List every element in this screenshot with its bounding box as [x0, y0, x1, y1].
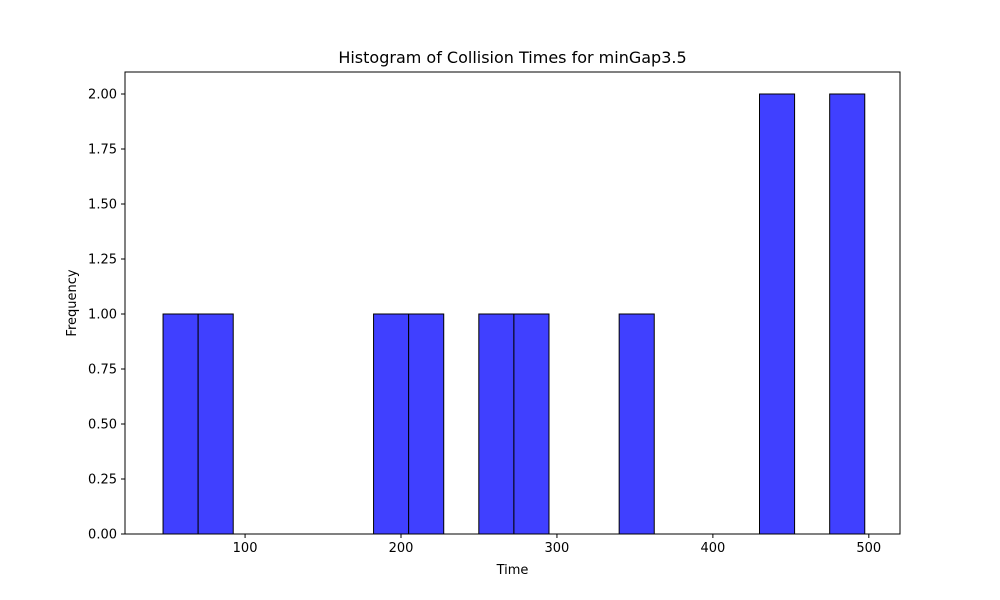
y-tick-label-4: 1.00 — [88, 308, 117, 323]
x-axis-label: Time — [496, 563, 529, 578]
y-tick-label-7: 1.75 — [88, 143, 117, 158]
chart-title: Histogram of Collision Times for minGap3… — [338, 48, 686, 67]
y-tick-label-6: 1.50 — [88, 198, 117, 213]
y-tick-label-3: 0.75 — [88, 363, 117, 378]
histogram-bar-6 — [618, 313, 655, 535]
histogram-bar-5 — [513, 313, 550, 535]
y-tick-label-0: 0.00 — [88, 528, 117, 543]
bars-group — [162, 93, 866, 535]
histogram-bar-1 — [197, 313, 234, 535]
histogram-bar-2 — [373, 313, 410, 535]
histogram-bar-4 — [478, 313, 515, 535]
histogram-bar-3 — [408, 313, 445, 535]
y-tick-label-8: 2.00 — [88, 88, 117, 103]
y-axis-label: Frequency — [65, 269, 80, 336]
histogram-bar-8 — [829, 93, 866, 535]
histogram-bar-0 — [162, 313, 199, 535]
x-tick-label-0: 100 — [233, 541, 258, 556]
x-axis: 100 200 300 400 500 — [233, 534, 881, 556]
histogram-bar-7 — [759, 93, 796, 535]
x-tick-label-1: 200 — [389, 541, 414, 556]
y-tick-label-2: 0.50 — [88, 418, 117, 433]
y-tick-label-1: 0.25 — [88, 473, 117, 488]
y-tick-label-5: 1.25 — [88, 253, 117, 268]
y-axis: 0.00 0.25 0.50 0.75 1.00 1.25 1.50 1.75 2.00 — [88, 88, 125, 543]
x-tick-label-3: 400 — [700, 541, 725, 556]
x-tick-label-2: 300 — [545, 541, 570, 556]
plot-frame — [124, 71, 901, 535]
x-tick-label-4: 500 — [856, 541, 881, 556]
